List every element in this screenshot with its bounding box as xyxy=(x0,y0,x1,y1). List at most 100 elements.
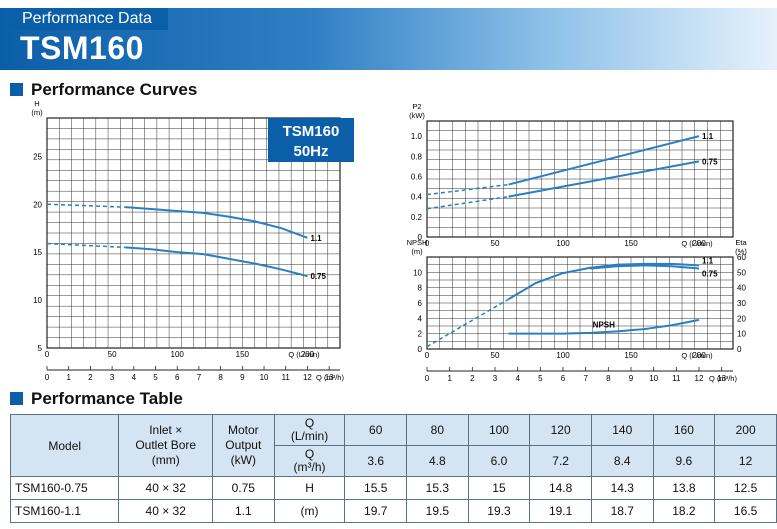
y-axis-label: H xyxy=(34,100,39,108)
table-row: TSM160-1.1 40 × 32 1.1 (m) 19.7 19.5 19.… xyxy=(9,499,777,523)
y-tick-label: 0.4 xyxy=(411,193,423,202)
th-q2-1: 4.8 xyxy=(406,445,469,477)
x2-axis-label: Q (m³/h) xyxy=(709,374,737,383)
cell-value: 18.7 xyxy=(590,499,654,523)
y2-tick-label: 0 xyxy=(737,345,742,354)
th-q-lmin: Q (L/min) xyxy=(273,414,346,446)
x2-tick-label: 8 xyxy=(218,373,223,382)
x-tick-label: 200 xyxy=(692,239,706,248)
y-tick-label: 2 xyxy=(418,330,423,339)
th-q1-4: 140 xyxy=(590,414,654,446)
x-tick-label: 100 xyxy=(556,239,570,248)
x-tick-label: 100 xyxy=(171,350,185,359)
series-line-extrapolated xyxy=(426,298,509,348)
x-axis-label: Q (L/min) xyxy=(681,351,713,360)
y-tick-label: 4 xyxy=(418,314,423,323)
y2-tick-label: 60 xyxy=(737,253,746,262)
x-tick-label: 150 xyxy=(624,239,638,248)
y-axis-unit: (kW) xyxy=(409,111,425,120)
y-tick-label: 0.8 xyxy=(411,152,423,161)
series-line xyxy=(508,135,700,186)
x2-tick-label: 4 xyxy=(132,373,137,382)
table-row: TSM160-0.75 40 × 32 0.75 H 15.5 15.3 15 … xyxy=(9,476,777,500)
series-line-extrapolated xyxy=(46,242,126,249)
badge-model: TSM160 xyxy=(283,123,340,140)
y-axis-unit: (m) xyxy=(31,108,43,117)
y-tick-label: 10 xyxy=(33,296,42,305)
x2-tick-label: 10 xyxy=(260,373,269,382)
chart-badge xyxy=(268,118,354,162)
x-tick-label: 150 xyxy=(236,350,250,359)
y-tick-label: 1.0 xyxy=(411,132,423,141)
x-tick-label: 200 xyxy=(692,351,706,360)
cell-value: 18.2 xyxy=(652,499,716,523)
th-q2-2: 6.0 xyxy=(467,445,531,477)
x-tick-label: 100 xyxy=(556,351,570,360)
x-tick-label: 50 xyxy=(491,239,500,248)
series-label: 1.1 xyxy=(702,256,714,265)
y-tick-label: 25 xyxy=(33,152,42,161)
x2-tick-label: 9 xyxy=(629,374,634,383)
th-q1-5: 160 xyxy=(652,414,716,446)
x2-tick-label: 10 xyxy=(649,374,658,383)
th-q2-4: 8.4 xyxy=(590,445,654,477)
x2-tick-label: 1 xyxy=(447,374,452,383)
y-tick-label: 0 xyxy=(418,345,423,354)
y-tick-label: 20 xyxy=(33,200,42,209)
cell-h-label: H xyxy=(273,476,346,500)
cell-motor: 0.75 xyxy=(211,476,275,500)
x-axis-label: Q (L/min) xyxy=(681,239,713,248)
cell-value: 13.8 xyxy=(652,476,716,500)
x2-tick-label: 11 xyxy=(282,373,291,382)
cell-value: 19.5 xyxy=(406,499,469,523)
x2-tick-label: 6 xyxy=(175,373,180,382)
cell-value: 15 xyxy=(467,476,531,500)
series-label: 1.1 xyxy=(310,234,322,243)
header-tab xyxy=(8,8,168,30)
section-curves: Performance Curves xyxy=(10,80,197,100)
y-tick-label: 10 xyxy=(413,268,422,277)
x2-tick-label: 13 xyxy=(717,374,726,383)
x2-tick-label: 11 xyxy=(672,374,681,383)
cell-value: 14.3 xyxy=(590,476,654,500)
table-header-row: Model Inlet × Outlet Bore (mm) Motor Out… xyxy=(9,414,777,477)
y-axis-label: NPSH xyxy=(407,238,428,247)
x-tick-label: 0 xyxy=(425,351,430,360)
x2-tick-label: 3 xyxy=(493,374,498,383)
cell-value: 15.5 xyxy=(344,476,408,500)
x2-tick-label: 0 xyxy=(425,374,430,383)
y-tick-label: 0.6 xyxy=(411,172,423,181)
header-title: TSM160 xyxy=(20,30,144,66)
x-tick-label: 0 xyxy=(425,239,430,248)
x2-tick-label: 13 xyxy=(325,373,334,382)
y2-axis-label: Eta xyxy=(735,238,747,247)
y-tick-label: 8 xyxy=(418,284,423,293)
cell-value: 19.3 xyxy=(467,499,531,523)
th-q1-0: 60 xyxy=(344,414,408,446)
y2-tick-label: 40 xyxy=(737,284,746,293)
x2-tick-label: 4 xyxy=(515,374,520,383)
x2-tick-label: 8 xyxy=(606,374,611,383)
x2-tick-label: 3 xyxy=(110,373,115,382)
series-line xyxy=(125,206,308,239)
x2-tick-label: 6 xyxy=(561,374,566,383)
cell-value: 19.1 xyxy=(529,499,592,523)
y-axis-label: P2 xyxy=(412,102,421,111)
series-line xyxy=(590,264,700,270)
y-tick-label: 5 xyxy=(38,344,43,353)
x-tick-label: 150 xyxy=(624,351,638,360)
series-line xyxy=(125,246,308,278)
y-tick-label: 0.2 xyxy=(411,213,423,222)
th-q1-6: 200 xyxy=(714,414,777,446)
x2-tick-label: 5 xyxy=(538,374,543,383)
section-table-label: Performance Table xyxy=(31,389,183,408)
page-header: Performance Data TSM160 xyxy=(0,0,777,70)
x-tick-label: 50 xyxy=(491,351,500,360)
x2-tick-label: 2 xyxy=(88,373,93,382)
th-q-m3h: Q (m³/h) xyxy=(273,445,346,477)
x2-axis-label: Q (m³/h) xyxy=(316,373,344,382)
y2-tick-label: 10 xyxy=(737,330,746,339)
x2-tick-label: 2 xyxy=(470,374,475,383)
series-label: NPSH xyxy=(593,321,615,330)
cell-h-unit: (m) xyxy=(273,499,346,523)
